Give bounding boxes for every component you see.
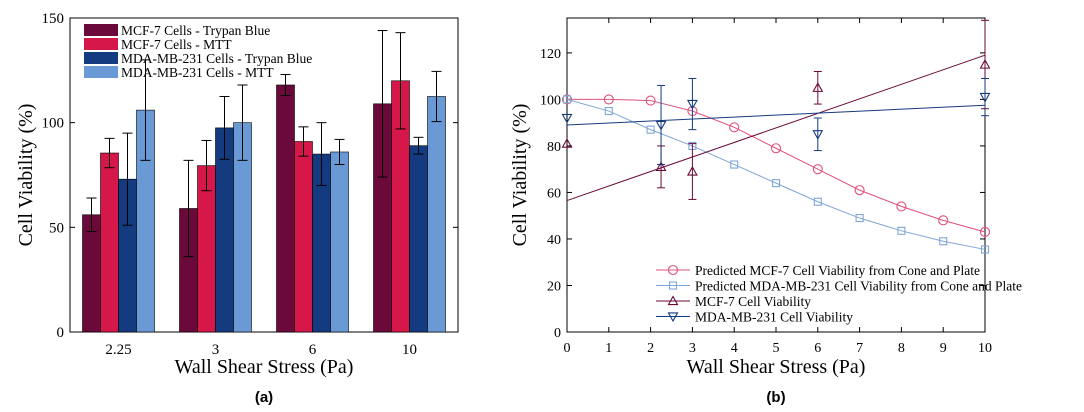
marker-triangle-down	[979, 92, 991, 103]
marker-triangle-down	[655, 120, 667, 131]
y-tick-label: 120	[540, 47, 561, 62]
x-tick-label: 9	[940, 341, 947, 356]
legend-label: MCF-7 Cells - MTT	[121, 37, 232, 52]
bar	[330, 151, 349, 333]
series-line	[567, 98, 986, 233]
marker-square	[855, 213, 864, 223]
marker-circle	[854, 185, 865, 196]
y-tick-label: 80	[547, 140, 561, 155]
marker-triangle-down	[667, 312, 679, 323]
marker-circle	[667, 264, 679, 276]
marker-square	[980, 245, 990, 254]
trend-line	[566, 54, 986, 202]
x-tick-label: 2.25	[105, 342, 131, 358]
y-tick-label: 0	[57, 325, 65, 341]
line-chart-panel-b: 0 20 40 60 80 100 120 0 1 2 3 4 5 6 7 8 9 10 Predicted MCF…	[509, 17, 1022, 406]
y-axis-label: Cell Viability (%)	[509, 104, 531, 247]
legend-swatch	[84, 66, 118, 78]
x-tick-label: 10	[402, 342, 417, 358]
marker-circle	[729, 122, 740, 133]
marker-square	[730, 160, 739, 169]
marker-square	[771, 179, 781, 188]
marker-triangle-up	[667, 295, 679, 306]
x-tick-label: 2	[647, 341, 654, 356]
bar	[409, 145, 428, 333]
marker-square	[813, 197, 822, 206]
legend-swatch	[84, 24, 118, 36]
y-tick-label: 100	[540, 93, 561, 108]
panel-caption: (b)	[766, 389, 785, 406]
marker-square	[604, 106, 613, 116]
y-tick-label: 20	[547, 279, 561, 294]
marker-square	[939, 237, 948, 246]
marker-square	[646, 125, 655, 134]
bar	[100, 152, 119, 333]
marker-circle	[645, 95, 656, 106]
x-axis-label: Wall Shear Stress (Pa)	[175, 356, 354, 378]
marker-circle	[770, 143, 782, 154]
marker-square	[668, 281, 678, 290]
x-tick-label: 3	[212, 342, 220, 358]
marker-square	[562, 95, 572, 104]
panel-caption: (a)	[255, 389, 273, 406]
x-tick-label: 1	[605, 341, 612, 356]
y-tick-label: 100	[42, 116, 65, 132]
legend-label: Predicted MDA-MB-231 Cell Viability from…	[695, 279, 1022, 294]
marker-triangle-up	[979, 58, 991, 69]
x-tick-label: 0	[564, 341, 571, 356]
bar	[294, 141, 313, 333]
bar	[427, 96, 446, 333]
plot-frame	[69, 17, 459, 333]
y-tick-label: 40	[547, 233, 561, 248]
marker-circle	[896, 201, 907, 212]
bar	[276, 84, 295, 333]
x-tick-label: 8	[898, 341, 905, 356]
y-tick-label: 50	[49, 220, 64, 236]
legend-label: MDA-MB-231 Cell Viability	[695, 310, 853, 325]
trend-line	[566, 104, 986, 126]
x-tick-label: 5	[773, 341, 780, 356]
y-tick-label: 0	[554, 326, 561, 341]
legend-swatch	[84, 38, 118, 50]
legend-swatch	[84, 52, 118, 64]
marker-triangle-up	[812, 82, 824, 92]
y-tick-label: 150	[42, 11, 65, 27]
marker-square	[897, 226, 906, 235]
y-axis-label: Cell Viability (%)	[15, 104, 37, 247]
x-axis-label: Wall Shear Stress (Pa)	[687, 356, 866, 378]
bar-chart-panel-a: 0 50 100 150 2.25 3 6 10 MCF-7 Cells - Trypan Bl…	[15, 11, 459, 406]
series-line	[566, 98, 986, 250]
marker-circle	[561, 94, 573, 105]
bar	[82, 214, 101, 333]
x-tick-label: 10	[978, 341, 992, 356]
marker-circle	[603, 94, 614, 105]
legend-label: MCF-7 Cell Viability	[695, 294, 811, 309]
y-tick-label: 60	[547, 186, 561, 201]
marker-triangle-up	[686, 165, 698, 176]
x-tick-label: 7	[856, 341, 863, 356]
legend-label: Predicted MCF-7 Cell Viability from Cone…	[695, 263, 980, 278]
legend-label: MDA-MB-231 Cells - MTT	[121, 65, 274, 80]
x-tick-label: 4	[731, 341, 738, 356]
marker-triangle-up	[561, 137, 573, 148]
marker-triangle-up	[655, 161, 667, 172]
x-tick-label: 3	[689, 341, 696, 356]
x-tick-label: 6	[309, 342, 317, 358]
legend-label: MDA-MB-231 Cells - Trypan Blue	[121, 51, 312, 66]
marker-triangle-down	[812, 130, 824, 140]
marker-triangle-down	[561, 113, 573, 124]
marker-circle	[938, 215, 949, 226]
marker-circle	[979, 226, 991, 238]
marker-circle	[812, 164, 823, 175]
marker-triangle-down	[686, 99, 698, 110]
x-tick-label: 6	[814, 341, 821, 356]
legend-label: MCF-7 Cells - Trypan Blue	[121, 23, 270, 38]
